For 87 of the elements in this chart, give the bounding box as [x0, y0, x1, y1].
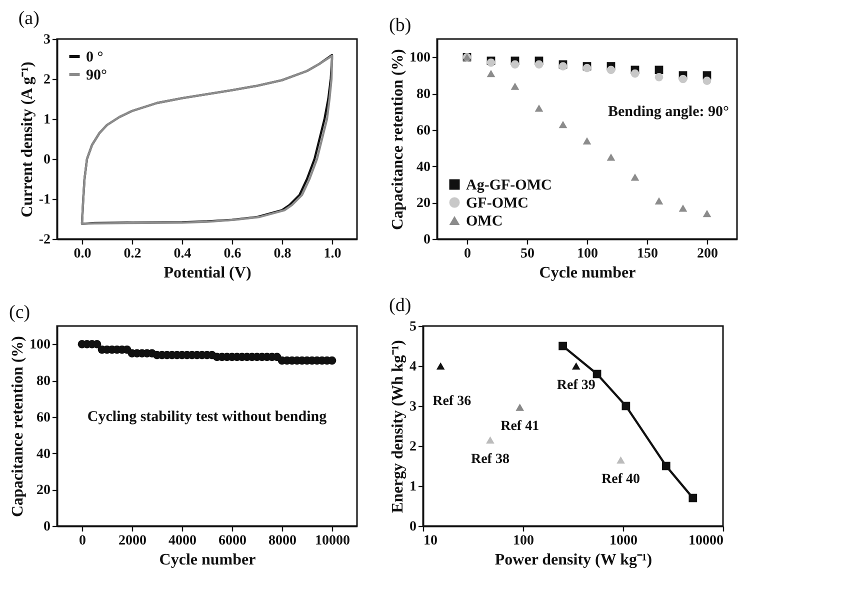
x-tick-label: 6000 — [218, 534, 246, 548]
chart-title: (d) — [389, 295, 412, 316]
x-axis-title: Power density (W kg⁻¹) — [494, 552, 652, 568]
x-tick-label: 10 — [424, 534, 438, 548]
chart-title: (a) — [18, 8, 40, 29]
x-tick-label: 0.2 — [124, 246, 142, 262]
legend-label: GF-OMC — [466, 196, 528, 212]
x-tick-label: 2000 — [118, 534, 146, 548]
y-tick-label: 1 — [44, 112, 50, 128]
point — [606, 66, 616, 74]
point — [654, 197, 664, 204]
point — [486, 70, 496, 78]
x-tick-label: 1.0 — [324, 246, 342, 262]
x-tick-label: 0.4 — [174, 246, 192, 262]
annotation: Ref 41 — [500, 419, 540, 434]
point — [606, 154, 616, 161]
x-tick-label: 0.6 — [224, 246, 242, 262]
y-tick-label: 3 — [44, 32, 50, 48]
y-tick-label: 4 — [410, 360, 416, 374]
y-tick-label: 2 — [410, 440, 416, 454]
point — [678, 204, 688, 212]
y-axis-title: Capacitance retention (%) — [10, 336, 26, 517]
y-axis-title: Current density (A g⁻¹) — [18, 62, 36, 218]
chart-title: (c) — [9, 302, 30, 323]
point — [630, 69, 640, 78]
x-tick-label: 150 — [637, 246, 658, 262]
annotation: Ref 40 — [602, 472, 640, 487]
y-tick-label: 0 — [410, 520, 416, 534]
y-tick-label: 0 — [424, 232, 430, 248]
point — [534, 104, 544, 112]
x-tick-label: 10000 — [688, 534, 724, 548]
y-tick-label: -2 — [38, 232, 50, 248]
annotation: Cycling stability test without bending — [87, 409, 328, 425]
y-tick-label: 60 — [36, 410, 50, 426]
point — [558, 120, 568, 128]
y-tick-label: 100 — [30, 338, 50, 353]
y-tick-label: 1 — [410, 480, 416, 494]
y-tick-label: 20 — [416, 196, 430, 212]
point — [678, 74, 688, 84]
y-axis-title: Capacitance retention (%) — [390, 49, 406, 230]
x-tick-label: 8000 — [268, 534, 296, 548]
annotation: Ref 39 — [556, 378, 596, 393]
y-tick-label: 5 — [410, 320, 416, 334]
x-tick-label: 1000 — [610, 534, 638, 548]
x-axis-title: Cycle number — [539, 264, 636, 282]
x-tick-label: 4000 — [168, 534, 196, 548]
point — [510, 82, 520, 90]
y-tick-label: 3 — [410, 400, 416, 414]
x-tick-label: 50 — [520, 246, 534, 262]
y-tick-label: 20 — [36, 483, 50, 498]
x-tick-label: 10000 — [315, 534, 350, 548]
point — [630, 174, 640, 181]
x-tick-label: 0.0 — [74, 246, 92, 262]
y-tick-label: 100 — [410, 50, 430, 66]
legend-label: OMC — [466, 214, 503, 230]
point — [702, 210, 712, 218]
y-tick-label: 80 — [416, 87, 430, 102]
point — [654, 73, 664, 82]
legend-label: 0 ° — [86, 50, 104, 66]
point — [702, 76, 712, 85]
x-tick-label: 0.8 — [274, 246, 292, 262]
x-axis-title: Cycle number — [159, 552, 256, 568]
legend-label: 90° — [86, 68, 107, 84]
y-tick-label: 2 — [44, 72, 50, 88]
y-tick-label: 0 — [44, 520, 50, 534]
y-tick-label: 60 — [416, 123, 430, 138]
x-tick-label: 0 — [79, 534, 86, 548]
y-tick-label: 80 — [36, 374, 50, 390]
y-tick-label: 40 — [416, 160, 430, 175]
y-tick-label: 0 — [44, 152, 50, 168]
y-tick-label: -1 — [38, 192, 50, 208]
x-tick-label: 0 — [464, 246, 471, 262]
legend-label: Ag-GF-OMC — [466, 178, 552, 194]
point — [534, 60, 544, 69]
point — [510, 60, 520, 69]
chart-title: (b) — [389, 15, 412, 36]
point — [582, 137, 592, 144]
x-axis-title: Potential (V) — [164, 264, 252, 282]
point — [654, 66, 664, 74]
y-tick-label: 40 — [36, 446, 50, 462]
x-tick-label: 100 — [577, 246, 598, 262]
annotation: Ref 38 — [470, 452, 510, 467]
x-tick-label: 100 — [513, 534, 534, 548]
annotation: Ref 36 — [432, 394, 472, 409]
annotation: Bending angle: 90° — [608, 104, 729, 120]
x-tick-label: 200 — [697, 246, 718, 262]
y-axis-title: Energy density (Wh kg⁻¹) — [390, 340, 406, 513]
